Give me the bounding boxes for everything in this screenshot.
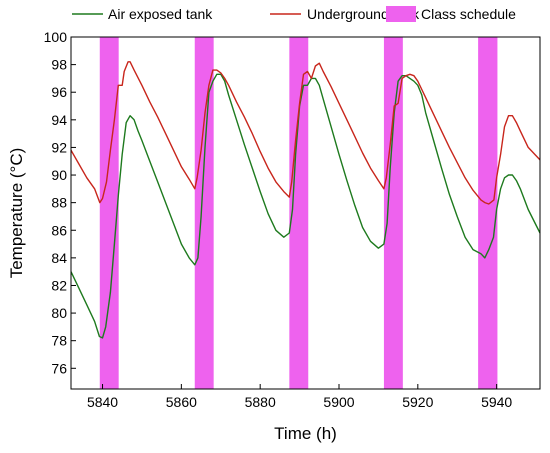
- class-schedule-bands: [99, 37, 498, 389]
- y-tick-label-86: 86: [51, 222, 67, 238]
- legend-swatch-class-schedule: [386, 6, 416, 22]
- x-tick-label-5920: 5920: [402, 394, 433, 410]
- y-tick-label-88: 88: [51, 195, 67, 211]
- series-line-underground-tank: [70, 61, 541, 205]
- y-tick-label-80: 80: [51, 305, 67, 321]
- y-tick-label-96: 96: [51, 84, 67, 100]
- class-schedule-band-4: [478, 37, 498, 389]
- y-tick-label-90: 90: [51, 167, 67, 183]
- x-axis: 5840 5860 5880 5900 5920 5940: [87, 384, 512, 410]
- y-tick-label-98: 98: [51, 57, 67, 73]
- class-schedule-band-3: [383, 37, 403, 389]
- legend-label-class-schedule: Class schedule: [421, 6, 516, 22]
- y-tick-label-76: 76: [51, 360, 67, 376]
- y-tick-label-78: 78: [51, 333, 67, 349]
- x-tick-label-5860: 5860: [166, 394, 197, 410]
- legend: Air exposed tank Underground tank Class …: [72, 6, 516, 22]
- series-line-air-exposed-tank: [70, 73, 541, 339]
- x-tick-label-5900: 5900: [323, 394, 354, 410]
- x-tick-label-5880: 5880: [245, 394, 276, 410]
- y-axis-label: Temperature (°C): [7, 148, 26, 279]
- class-schedule-band-2: [289, 37, 309, 389]
- class-schedule-band-1: [194, 37, 214, 389]
- x-tick-label-5940: 5940: [481, 394, 512, 410]
- y-tick-label-84: 84: [51, 250, 67, 266]
- y-tick-label-100: 100: [44, 29, 68, 45]
- plot-frame: [70, 36, 541, 390]
- y-tick-label-82: 82: [51, 277, 67, 293]
- y-axis: 76 78 80 82 84 86 88 90 92 94 96 98 100: [44, 29, 76, 376]
- y-tick-label-92: 92: [51, 139, 67, 155]
- y-tick-label-94: 94: [51, 112, 67, 128]
- x-tick-label-5840: 5840: [87, 394, 118, 410]
- series-lines: [70, 61, 541, 339]
- x-axis-label: Time (h): [274, 424, 337, 443]
- legend-label-air-exposed-tank: Air exposed tank: [108, 6, 213, 22]
